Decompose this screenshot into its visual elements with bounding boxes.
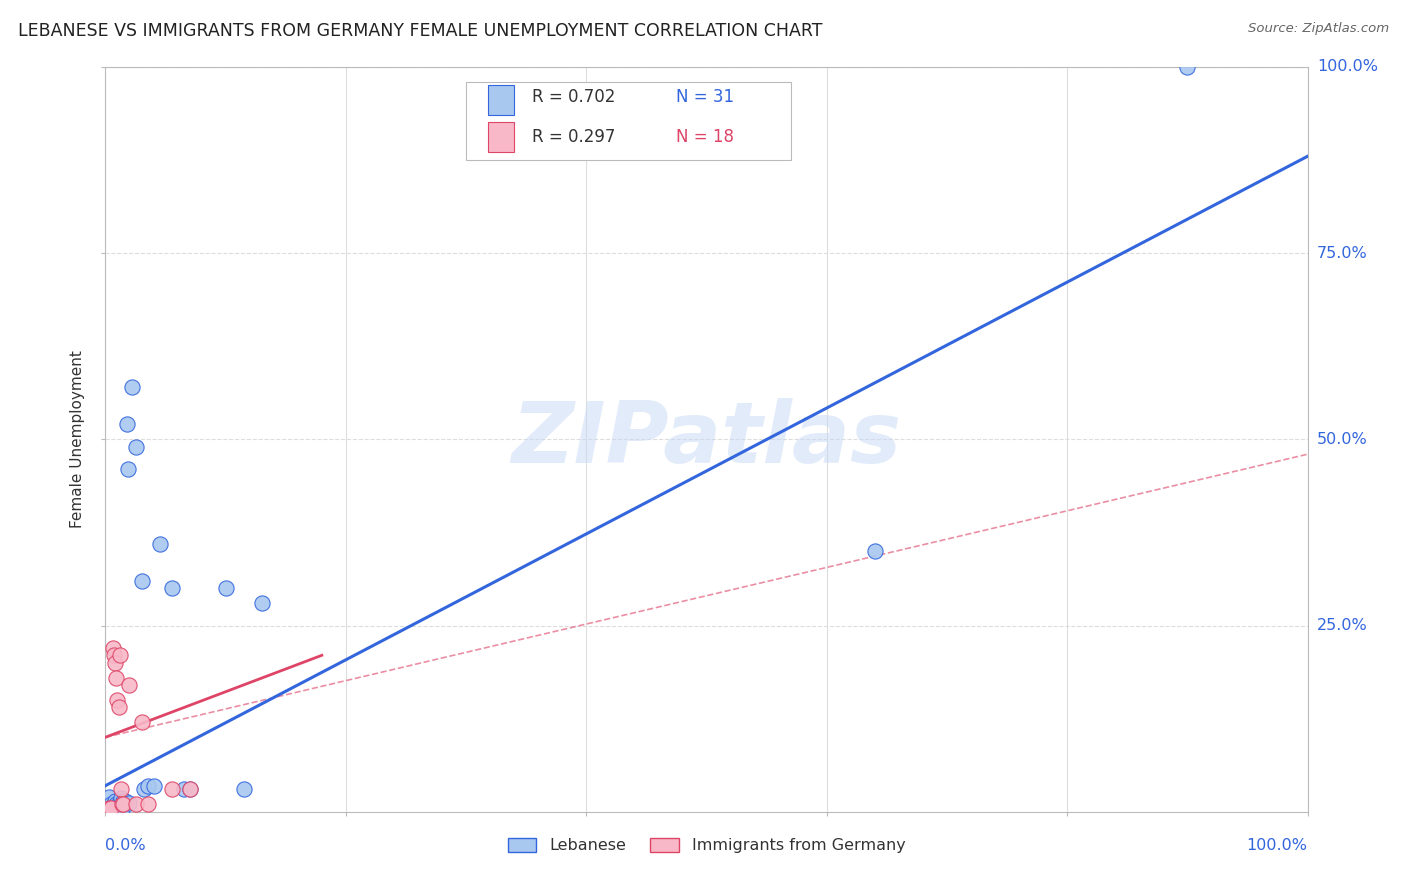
Text: ZIPatlas: ZIPatlas: [512, 398, 901, 481]
Point: [114, 793, 136, 807]
Point: [111, 802, 134, 816]
Text: 50.0%: 50.0%: [1317, 432, 1368, 447]
Point: [863, 544, 886, 558]
Point: [136, 779, 159, 793]
Point: [103, 797, 125, 812]
Point: [98, 801, 121, 815]
Point: [160, 582, 183, 596]
Text: 0.0%: 0.0%: [105, 838, 146, 853]
Point: [121, 380, 143, 394]
Text: 100.0%: 100.0%: [1247, 838, 1308, 853]
Text: 100.0%: 100.0%: [1317, 60, 1378, 74]
Point: [115, 417, 138, 432]
Point: [250, 596, 273, 610]
Text: LEBANESE VS IMMIGRANTS FROM GERMANY FEMALE UNEMPLOYMENT CORRELATION CHART: LEBANESE VS IMMIGRANTS FROM GERMANY FEMA…: [18, 22, 823, 40]
Point: [108, 648, 131, 663]
Point: [179, 782, 201, 797]
Point: [111, 797, 134, 812]
Point: [104, 656, 127, 670]
Text: 75.0%: 75.0%: [1317, 245, 1368, 260]
Point: [107, 797, 129, 812]
Point: [112, 797, 135, 812]
Point: [103, 648, 125, 663]
Point: [132, 782, 155, 797]
Point: [179, 782, 201, 797]
Text: R = 0.297: R = 0.297: [533, 128, 616, 145]
Point: [107, 801, 129, 815]
Y-axis label: Female Unemployment: Female Unemployment: [70, 351, 86, 528]
Point: [117, 462, 139, 476]
Point: [1175, 60, 1198, 74]
Point: [142, 779, 165, 793]
Point: [118, 678, 141, 692]
Point: [104, 793, 127, 807]
Point: [173, 782, 195, 797]
Text: 25.0%: 25.0%: [1317, 618, 1368, 633]
Text: N = 18: N = 18: [676, 128, 734, 145]
Point: [108, 793, 131, 807]
Point: [148, 536, 170, 550]
Legend: Lebanese, Immigrants from Germany: Lebanese, Immigrants from Germany: [502, 831, 911, 860]
FancyBboxPatch shape: [465, 82, 790, 160]
Point: [112, 793, 135, 807]
Point: [118, 796, 141, 810]
Point: [98, 789, 121, 804]
Point: [131, 574, 153, 588]
Point: [107, 700, 129, 714]
Point: [105, 797, 128, 812]
Point: [110, 782, 132, 797]
Point: [124, 797, 146, 812]
Point: [232, 782, 254, 797]
Point: [110, 791, 132, 805]
FancyBboxPatch shape: [488, 122, 515, 153]
Point: [100, 797, 122, 812]
Point: [101, 640, 124, 655]
Point: [108, 798, 131, 813]
Point: [100, 801, 122, 815]
Point: [136, 797, 159, 812]
FancyBboxPatch shape: [488, 85, 515, 115]
Point: [107, 693, 129, 707]
Text: R = 0.702: R = 0.702: [533, 88, 616, 106]
Text: N = 31: N = 31: [676, 88, 734, 106]
Point: [131, 715, 153, 730]
Point: [214, 582, 236, 596]
Point: [124, 440, 146, 454]
Text: Source: ZipAtlas.com: Source: ZipAtlas.com: [1249, 22, 1389, 36]
Point: [160, 782, 183, 797]
Point: [105, 671, 128, 685]
